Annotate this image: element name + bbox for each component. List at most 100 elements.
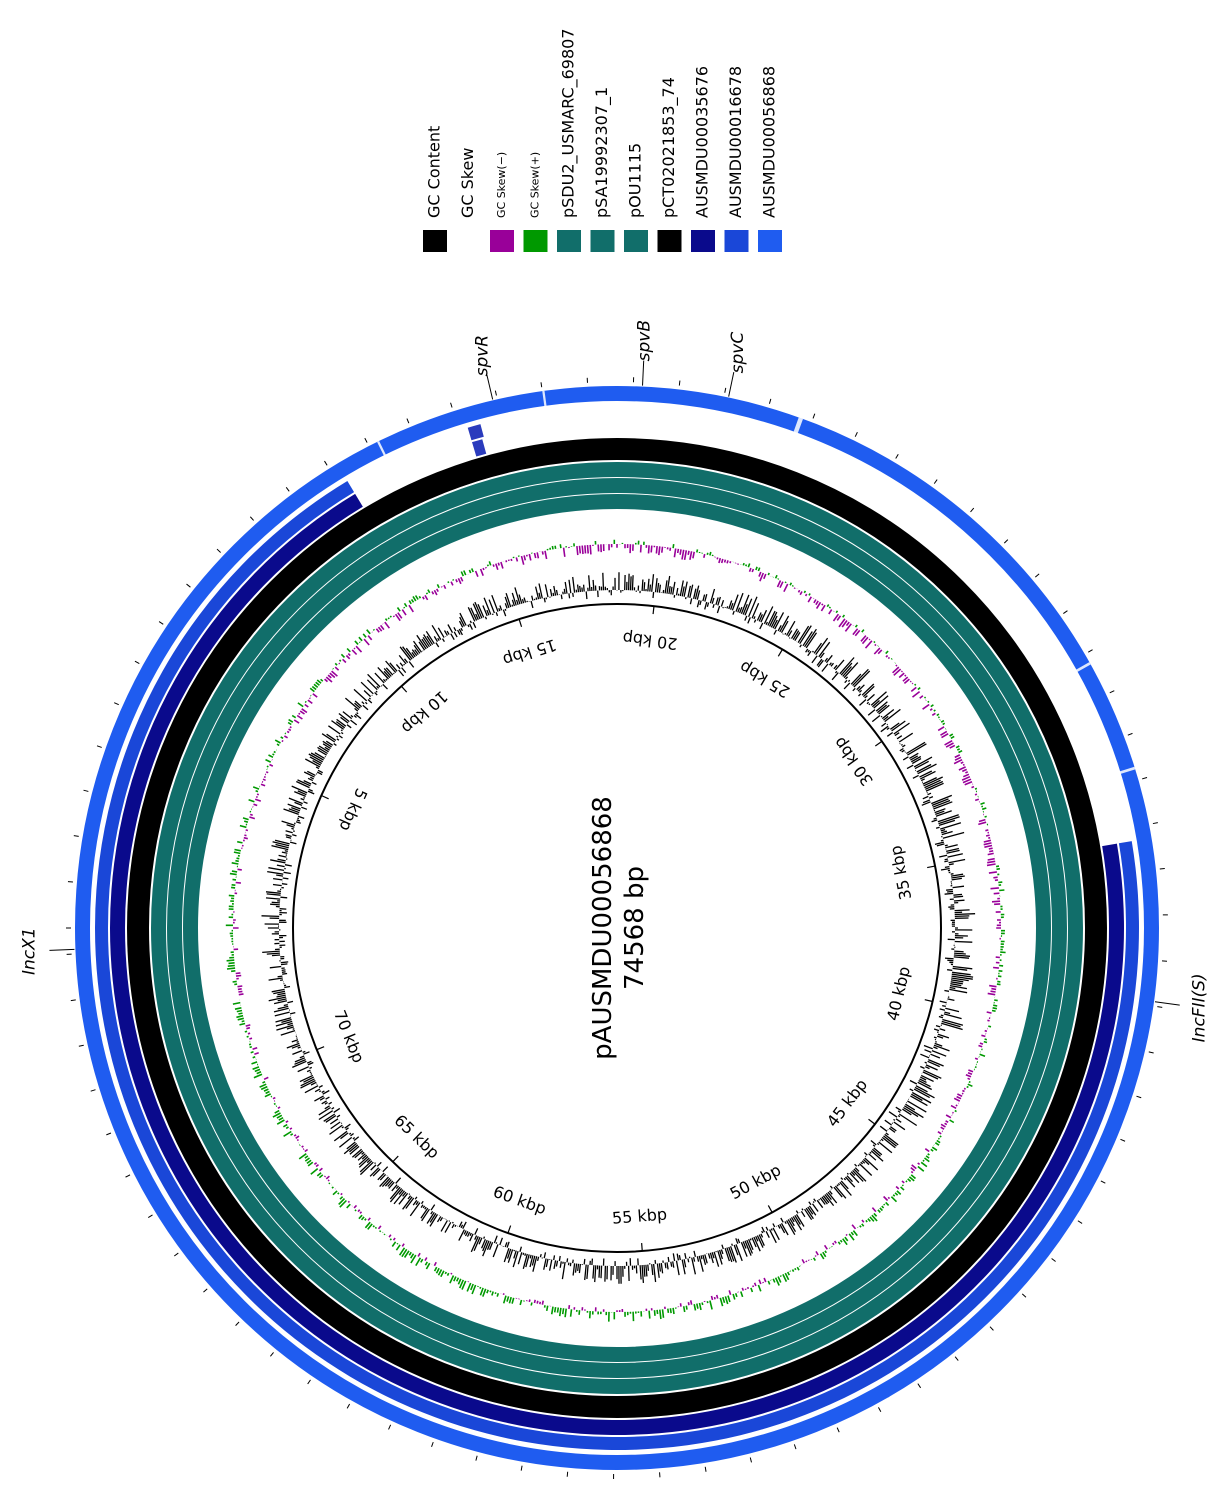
kbp-tick-label: 45 kbp <box>823 1075 871 1130</box>
outer-tick <box>678 380 681 386</box>
legend-item: pSDU2_USMARC_69807 <box>557 28 581 252</box>
kbp-tick <box>767 1205 773 1213</box>
ring-fragment <box>472 439 487 457</box>
ring-gap-line <box>1112 766 1136 777</box>
kbp-tick <box>924 999 933 1003</box>
gene-label-leader <box>486 374 494 400</box>
ring-AUSMDU00035676 <box>110 493 1124 1435</box>
ring-pSDU2_USMARC_69807 <box>183 494 1051 1362</box>
ring-band <box>183 494 1051 1362</box>
outer-tick <box>917 1383 922 1389</box>
gene-label-leader <box>728 372 735 397</box>
outer-tick <box>147 1214 153 1219</box>
outer-tick <box>406 418 410 424</box>
outer-tick <box>70 999 76 1002</box>
kbp-tick <box>874 740 883 747</box>
kbp-tick-label: 60 kbp <box>491 1182 549 1218</box>
kbp-tick-label: 35 kbp <box>886 844 915 902</box>
outer-tick <box>158 621 164 625</box>
legend-swatch <box>490 230 514 252</box>
legend-item: AUSMDU00056868 <box>758 66 782 252</box>
gene-label: IncX1 <box>19 927 39 975</box>
ring-segment <box>95 481 355 928</box>
outer-tick <box>364 437 368 443</box>
outer-tick <box>73 835 79 837</box>
outer-tick <box>1034 573 1040 578</box>
outer-tick <box>388 1424 392 1430</box>
gene-label: spvR <box>472 335 492 377</box>
legend-label: pCT02021853_74 <box>659 77 679 218</box>
gc-content-track <box>261 572 976 1284</box>
outer-tick <box>1100 1180 1106 1184</box>
legend-label: pSDU2_USMARC_69807 <box>559 28 579 218</box>
gene-label-leader <box>49 948 75 951</box>
outer-tick <box>1120 1138 1126 1142</box>
legend-label: pSA19992307_1 <box>592 87 612 218</box>
outer-tick <box>1021 1293 1027 1298</box>
ring-fragment <box>467 424 484 441</box>
plasmid-name: pAUSMDU00056868 <box>588 796 618 1060</box>
backbone-circle <box>292 603 942 1253</box>
outer-tick <box>540 382 543 388</box>
legend-label: GC Skew <box>458 148 477 218</box>
outer-tick <box>173 1252 179 1257</box>
outer-tick <box>836 1427 840 1433</box>
outer-tick <box>895 453 899 459</box>
legend-swatch <box>624 230 648 252</box>
kbp-tick <box>652 606 655 615</box>
legend-label: AUSMDU00016678 <box>726 66 745 218</box>
outer-tick <box>812 413 816 419</box>
legend-item: AUSMDU00016678 <box>724 66 749 252</box>
outer-tick <box>346 1403 351 1409</box>
outer-tick <box>450 402 453 408</box>
plasmid-length: 74568 bp <box>620 866 650 990</box>
outer-tick <box>933 479 938 484</box>
kbp-tick <box>316 1046 325 1051</box>
outer-tick <box>249 516 255 521</box>
kbp-tick <box>927 865 936 869</box>
legend-swatch <box>657 230 682 252</box>
outer-tick <box>106 1132 112 1136</box>
outer-tick <box>1136 1095 1142 1099</box>
legend-item: GC Skew <box>458 148 477 218</box>
kbp-tick-label: 55 kbp <box>611 1205 667 1228</box>
outer-tick <box>1003 539 1009 544</box>
kbp-tick-label: 5 kbp <box>335 785 371 834</box>
kbp-tick-label: 40 kbp <box>883 965 914 1023</box>
outer-tick <box>324 460 328 466</box>
outer-tick <box>1157 1006 1163 1008</box>
legend-label: AUSMDU00035676 <box>693 66 712 218</box>
ring-gap-line <box>542 390 548 414</box>
legend-swatch <box>423 230 447 252</box>
legend-swatch <box>590 230 615 252</box>
kbp-tick-label: 30 kbp <box>830 734 877 790</box>
legend-swatch <box>523 230 548 252</box>
outer-tick <box>186 583 191 588</box>
legend-item: pOU1115 <box>624 143 648 252</box>
outer-tick <box>83 789 89 792</box>
legend-label: GC Skew(−) <box>495 152 508 218</box>
outer-tick <box>134 660 140 665</box>
kbp-tick-label: 70 kbp <box>330 1007 368 1065</box>
gc-skew-positive <box>225 539 1006 1322</box>
outer-tick <box>768 398 772 404</box>
legend-swatch <box>758 230 782 252</box>
outer-tick <box>96 745 102 748</box>
outer-tick <box>1152 822 1158 825</box>
outer-tick <box>1077 1220 1083 1224</box>
kbp-tick-label: 25 kbp <box>736 657 793 701</box>
legend-swatch <box>557 230 581 252</box>
gene-label: spvC <box>728 332 748 374</box>
comparison-rings <box>75 386 1159 1470</box>
outer-tick <box>1127 732 1133 736</box>
backbone-ring <box>292 603 942 1253</box>
kbp-tick-label: 50 kbp <box>727 1160 784 1203</box>
outer-tick <box>704 1466 707 1472</box>
legend-item: AUSMDU00035676 <box>691 66 715 252</box>
outer-tick <box>285 487 290 492</box>
ring-pSA19992307_1 <box>167 478 1067 1378</box>
gene-label: IncFII(S) <box>1190 973 1210 1042</box>
outer-tick <box>854 431 858 437</box>
outer-tick <box>78 1044 84 1047</box>
outer-tick <box>724 387 727 393</box>
